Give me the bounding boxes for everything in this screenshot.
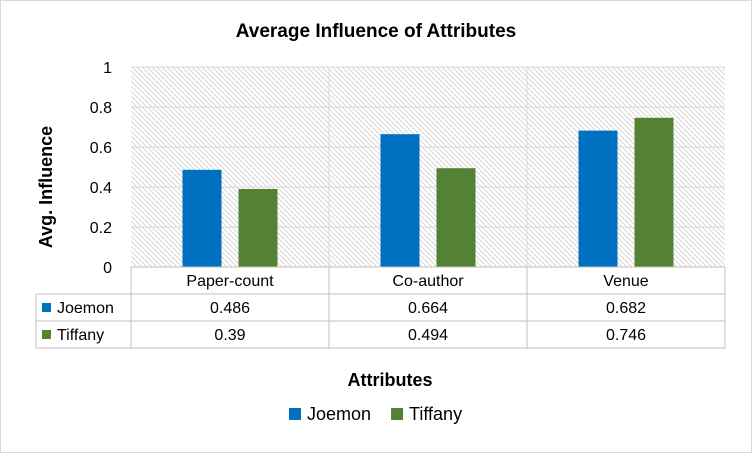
plot-area [131,67,725,267]
bars [182,117,674,267]
y-tick-label: 0.8 [90,100,112,117]
table-cell: 0.746 [606,327,646,344]
category-label: Co-author [392,273,464,290]
table-cell: 0.664 [408,300,448,317]
bar-joemon-paper-count [182,169,222,267]
bar-tiffany-paper-count [238,189,278,267]
category-label: Paper-count [186,273,274,290]
series-swatch [42,330,51,339]
y-tick-label: 0.6 [90,140,112,157]
table-cell: 0.682 [606,300,646,317]
legend-entry: Joemon [307,404,371,424]
table-cell: 0.39 [214,327,245,344]
series-row-label: Joemon [57,300,114,317]
legend-swatch [391,408,404,420]
gridlines [131,66,725,268]
y-tick-label: 0 [103,260,112,277]
x-axis-label: Attributes [348,370,433,390]
y-tick-label: 1 [103,60,112,77]
chart-title: Average Influence of Attributes [236,21,516,42]
legend: Joemon Tiffany [289,404,462,424]
legend-swatch [289,408,301,420]
bar-joemon-venue [578,130,618,267]
data-table: Paper-count Co-author Venue Joemon 0.486 0.66… [35,266,726,349]
bar-tiffany-venue [634,117,674,267]
legend-entry: Tiffany [409,404,462,424]
bar-tiffany-co-author [436,168,476,267]
category-label: Venue [603,273,648,290]
bar-joemon-co-author [380,134,420,267]
series-row-label: Tiffany [57,327,104,344]
table-cell: 0.494 [408,327,448,344]
series-swatch [42,303,51,312]
y-axis-ticks: 0 0.2 0.4 0.6 0.8 1 [90,60,112,277]
y-tick-label: 0.2 [90,220,112,237]
y-axis-label: Avg. Influence [36,126,56,248]
y-tick-label: 0.4 [90,180,112,197]
table-cell: 0.486 [210,300,250,317]
